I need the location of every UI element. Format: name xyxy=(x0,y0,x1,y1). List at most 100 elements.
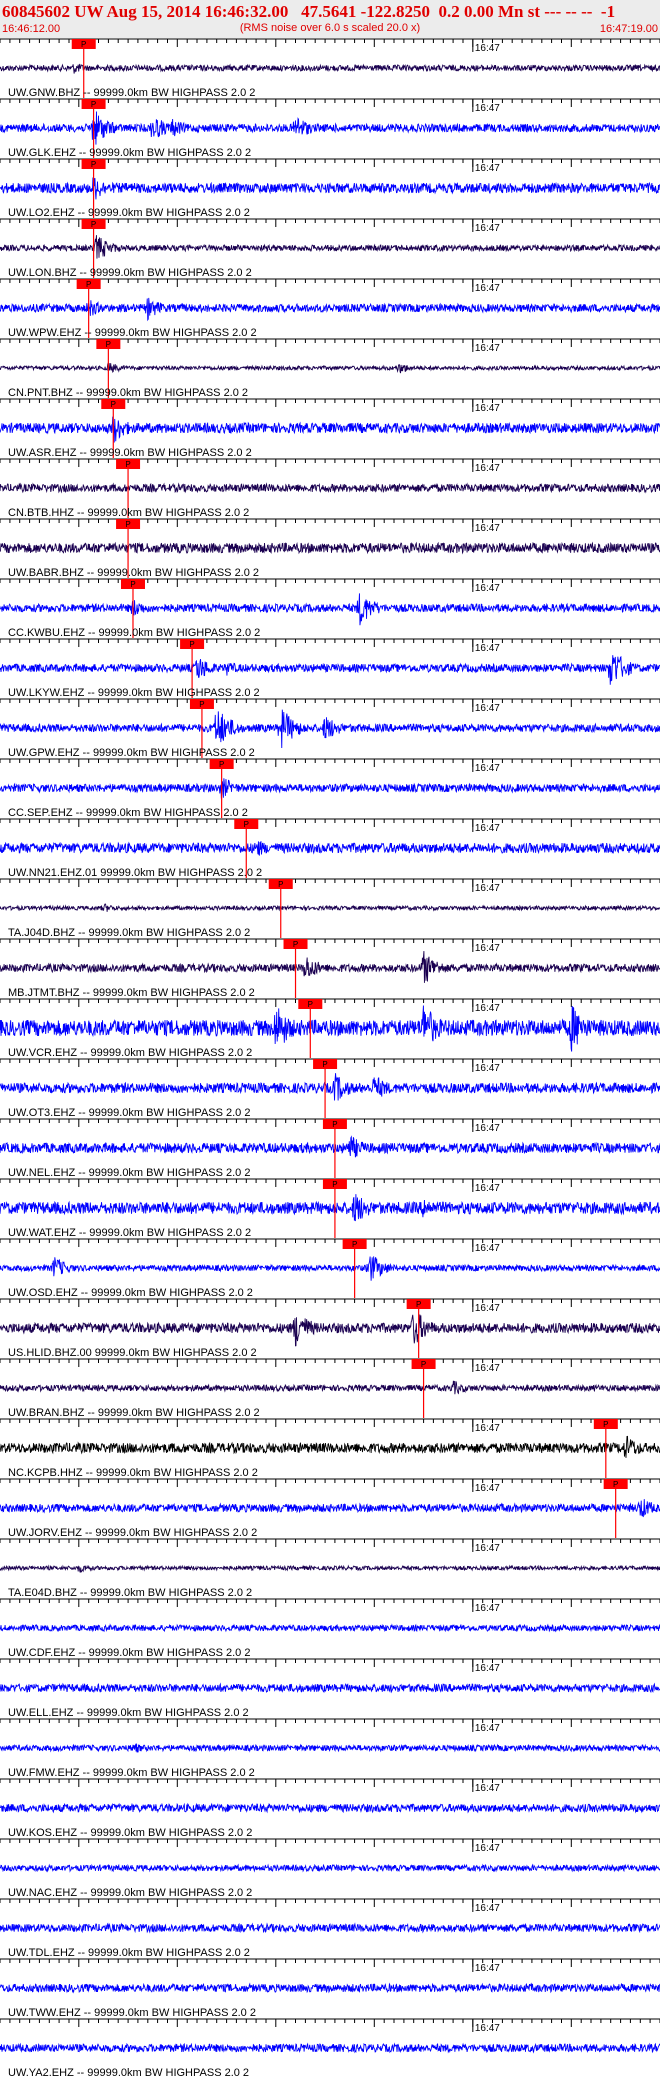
trace-label: UW.YA2.EHZ -- 99999.0km BW HIGHPASS 2.0 … xyxy=(8,2067,249,2078)
pick-label: P xyxy=(91,100,96,109)
pick-box xyxy=(411,1359,436,1369)
minute-mark-label: 16:47 xyxy=(475,343,500,354)
waveform-trace xyxy=(0,593,660,626)
time-ticks xyxy=(0,1059,660,1067)
waveform-trace xyxy=(0,362,660,374)
minute-mark-label: 16:47 xyxy=(475,763,500,774)
trace-label: MB.JTMT.BHZ -- 99999.0km BW HIGHPASS 2.0… xyxy=(8,987,255,999)
minute-mark-label: 16:47 xyxy=(475,2023,500,2034)
pick-label: P xyxy=(125,520,130,529)
pick-box xyxy=(116,519,141,529)
time-ticks xyxy=(0,339,660,347)
minute-mark-label: 16:47 xyxy=(475,583,500,594)
waveform-trace xyxy=(0,1005,660,1052)
trace-label: UW.WAT.EHZ -- 99999.0km BW HIGHPASS 2.0 … xyxy=(8,1227,251,1239)
waveform-trace xyxy=(0,1982,660,1994)
pick-box xyxy=(342,1239,367,1249)
trace-label: UW.ASR.EHZ -- 99999.0km BW HIGHPASS 2.0 … xyxy=(8,447,252,459)
time-ticks xyxy=(0,639,660,647)
minute-mark-label: 16:47 xyxy=(475,943,500,954)
time-ticks xyxy=(0,99,660,107)
trace-label: TA.J04D.BHZ -- 99999.0km BW HIGHPASS 2.0… xyxy=(8,927,250,939)
waveform-trace xyxy=(0,1435,660,1458)
time-ticks xyxy=(0,39,660,47)
minute-mark-label: 16:47 xyxy=(475,103,500,114)
pick-label: P xyxy=(308,1000,313,1009)
pick-box xyxy=(322,1179,347,1189)
trace-label: UW.LKYW.EHZ -- 99999.0km BW HIGHPASS 2.0… xyxy=(8,687,260,699)
pick-label: P xyxy=(125,460,130,469)
minute-mark-label: 16:47 xyxy=(475,463,500,474)
pick-label: P xyxy=(332,1180,337,1189)
minute-mark-label: 16:47 xyxy=(475,1543,500,1554)
trace-label: UW.ELL.EHZ -- 99999.0km BW HIGHPASS 2.0 … xyxy=(8,1707,249,1719)
pick-label: P xyxy=(199,700,204,709)
pick-label: P xyxy=(86,280,91,289)
minute-mark-label: 16:47 xyxy=(475,1363,500,1374)
minute-mark-label: 16:47 xyxy=(475,223,500,234)
pick-box xyxy=(283,939,308,949)
waveform-trace xyxy=(0,778,660,799)
minute-mark-label: 16:47 xyxy=(475,43,500,54)
time-ticks xyxy=(0,579,660,587)
time-ticks xyxy=(0,1179,660,1187)
time-ticks xyxy=(0,999,660,1007)
pick-box xyxy=(71,39,96,49)
pick-box xyxy=(406,1299,431,1309)
trace-label: UW.TDL.EHZ -- 99999.0km BW HIGHPASS 2.0 … xyxy=(8,1947,250,1959)
trace-label: CC.SEP.EHZ -- 99999.0km BW HIGHPASS 2.0 … xyxy=(8,807,248,819)
time-ticks xyxy=(0,1539,660,1547)
trace-label: TA.E04D.BHZ -- 99999.0km BW HIGHPASS 2.0… xyxy=(8,1587,252,1599)
waveform-trace xyxy=(0,1863,660,1873)
page-title: 60845602 UW Aug 15, 2014 16:46:32.00 47.… xyxy=(2,2,616,21)
waveform-trace xyxy=(0,951,660,983)
trace-label: UW.NAC.EHZ -- 99999.0km BW HIGHPASS 2.0 … xyxy=(8,1887,252,1899)
pick-label: P xyxy=(91,220,96,229)
minute-mark-label: 16:47 xyxy=(475,823,500,834)
trace-label: UW.WPW.EHZ -- 99999.0km BW HIGHPASS 2.0 … xyxy=(8,327,257,339)
pick-label: P xyxy=(352,1240,357,1249)
pick-box xyxy=(81,219,106,229)
time-ticks xyxy=(0,219,660,227)
pick-box xyxy=(120,579,145,589)
waveform-trace xyxy=(0,482,660,494)
waveform-trace xyxy=(0,709,660,748)
waveform-trace xyxy=(0,1802,660,1814)
waveform-trace xyxy=(0,235,660,259)
time-ticks xyxy=(0,399,660,407)
pick-box xyxy=(593,1419,618,1429)
time-ticks xyxy=(0,1599,660,1607)
minute-mark-label: 16:47 xyxy=(475,643,500,654)
trace-label: UW.NEL.EHZ -- 99999.0km BW HIGHPASS 2.0 … xyxy=(8,1167,250,1179)
waveform-trace xyxy=(0,903,660,912)
waveform-trace xyxy=(0,1256,660,1281)
time-ticks xyxy=(0,1119,660,1127)
time-ticks xyxy=(0,1899,660,1907)
time-ticks xyxy=(0,1239,660,1247)
time-ticks xyxy=(0,1779,660,1787)
pick-box xyxy=(603,1479,628,1489)
trace-label: US.HLID.BHZ.00 99999.0km BW HIGHPASS 2.0… xyxy=(8,1347,257,1359)
waveform-trace xyxy=(0,841,660,856)
pick-box xyxy=(313,1059,338,1069)
minute-mark-label: 16:47 xyxy=(475,883,500,894)
pick-box xyxy=(298,999,323,1009)
trace-label: UW.BABR.BHZ -- 99999.0km BW HIGHPASS 2.0… xyxy=(8,567,259,579)
trace-label: UW.GNW.BHZ -- 99999.0km BW HIGHPASS 2.0 … xyxy=(8,87,255,99)
waveform-trace xyxy=(0,1314,660,1347)
pick-box xyxy=(81,99,106,109)
trace-label: NC.KCPB.HHZ -- 99999.0km BW HIGHPASS 2.0… xyxy=(8,1467,258,1479)
minute-mark-label: 16:47 xyxy=(475,1963,500,1974)
pick-box xyxy=(76,279,101,289)
time-ticks xyxy=(0,699,660,707)
pick-label: P xyxy=(244,820,249,829)
time-ticks xyxy=(0,879,660,887)
waveform-trace xyxy=(0,1743,660,1753)
pick-label: P xyxy=(106,340,111,349)
time-ticks xyxy=(0,939,660,947)
page-subtitle: (RMS noise over 6.0 s scaled 20.0 x) xyxy=(239,22,421,34)
trace-label: UW.LO2.EHZ -- 99999.0km BW HIGHPASS 2.0 … xyxy=(8,207,250,219)
trace-label: UW.GPW.EHZ -- 99999.0km BW HIGHPASS 2.0 … xyxy=(8,747,255,759)
minute-mark-label: 16:47 xyxy=(475,703,500,714)
